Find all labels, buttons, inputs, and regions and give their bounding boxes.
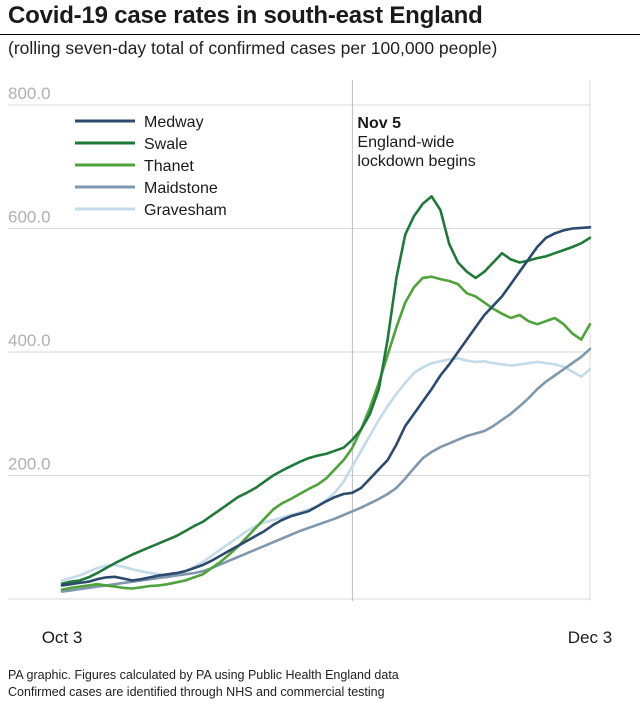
legend-label-medway: Medway	[144, 114, 204, 131]
series-line-medway	[60, 226, 592, 587]
footer-line-2: Confirmed cases are identified through N…	[8, 685, 385, 699]
series-line-thanet	[60, 275, 592, 592]
chart-subtitle: (rolling seven-day total of confirmed ca…	[8, 38, 498, 58]
source-note: PA graphic. Figures calculated by PA usi…	[8, 667, 399, 701]
page-title: Covid-19 case rates in south-east Englan…	[8, 2, 483, 29]
y-tick-label: 600.0	[8, 208, 51, 227]
series-line-gravesham	[60, 356, 592, 582]
annotation-line-2: lockdown begins	[357, 153, 475, 170]
x-tick-label-start: Oct 3	[42, 628, 83, 647]
legend-label-gravesham: Gravesham	[144, 202, 227, 219]
gridlines	[8, 80, 591, 601]
y-tick-label: 400.0	[8, 331, 51, 350]
y-tick-label: 200.0	[8, 455, 51, 474]
y-tick-label: 800.0	[8, 84, 51, 103]
legend-label-maidstone: Maidstone	[144, 180, 218, 197]
footer-line-1: PA graphic. Figures calculated by PA usi…	[8, 668, 399, 682]
legend-label-swale: Swale	[144, 136, 188, 153]
x-axis: Oct 3 Dec 3	[42, 628, 613, 647]
annotation-title: Nov 5	[357, 115, 401, 132]
line-chart: 200.0 400.0 600.0 800.0 Nov 5 England-wide lo…	[8, 80, 613, 647]
y-axis: 200.0 400.0 600.0 800.0	[8, 84, 51, 474]
annotation-group: Nov 5 England-wide lockdown begins	[351, 80, 476, 601]
series-line-swale	[60, 195, 592, 585]
series-lines	[60, 195, 592, 593]
series-line-maidstone	[60, 347, 592, 593]
annotation-line-1: England-wide	[357, 134, 454, 151]
x-tick-label-end: Dec 3	[568, 628, 612, 647]
title-divider	[0, 34, 640, 35]
legend: Medway Swale Thanet Maidstone Gravesham	[75, 114, 227, 219]
legend-label-thanet: Thanet	[144, 158, 194, 175]
